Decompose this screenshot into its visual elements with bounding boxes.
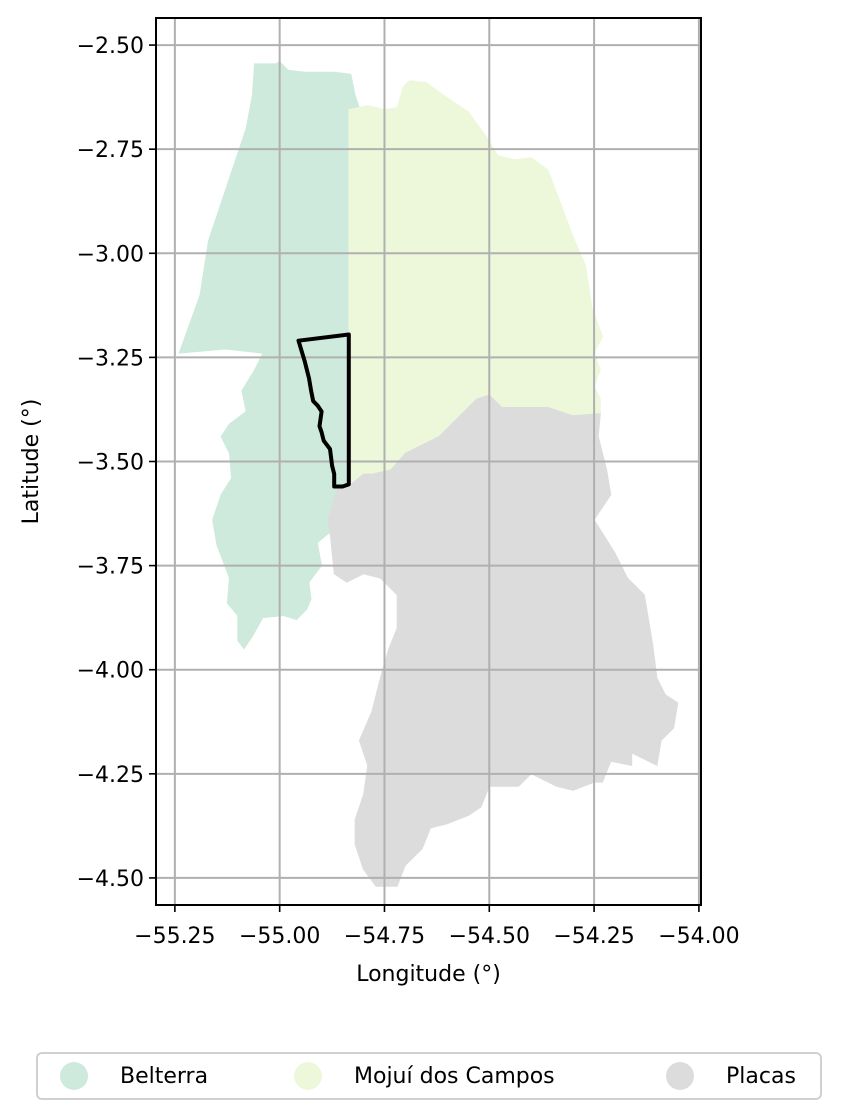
legend-item-mojui-dos-campos: Mojuí dos Campos (294, 1054, 555, 1098)
x-tick-label: −54.75 (344, 924, 425, 949)
y-tick-label: −2.50 (77, 34, 144, 59)
x-tick-label: −54.25 (553, 924, 634, 949)
x-tick-label: −54.50 (449, 924, 530, 949)
legend-item-placas: Placas (666, 1054, 796, 1098)
map-chart: −55.25 −55.00 −54.75 −54.50 −54.25 −54.00 −2.5… (19, 17, 740, 987)
ticks-layer: −55.25 −55.00 −54.75 −54.50 −54.25 −54.00 −2.5… (77, 34, 740, 949)
regions-layer (178, 61, 679, 887)
y-tick-label: −3.50 (77, 451, 144, 476)
legend-label-belterra: Belterra (120, 1063, 209, 1089)
legend-item-belterra: Belterra (60, 1054, 208, 1098)
x-tick-label: −55.25 (134, 924, 215, 949)
y-tick-label: −4.25 (77, 763, 144, 788)
y-tick-label: −4.50 (77, 867, 144, 892)
outline-layer (296, 332, 351, 489)
x-tick-label: −54.00 (658, 924, 739, 949)
y-tick-label: −4.00 (77, 659, 144, 684)
area-outline (296, 332, 351, 489)
y-axis-label: Latitude (°) (19, 399, 44, 525)
y-tick-label: −3.75 (77, 555, 144, 580)
y-tick-label: −3.25 (77, 346, 144, 371)
legend-swatch-mojui-dos-campos (294, 1062, 322, 1090)
grid-layer (156, 18, 701, 905)
legend: Belterra Mojuí dos Campos Placas (36, 1052, 822, 1100)
legend-swatch-belterra (60, 1062, 88, 1090)
x-tick-label: −55.00 (239, 924, 320, 949)
legend-label-placas: Placas (726, 1063, 796, 1089)
x-axis-label: Longitude (°) (356, 962, 501, 987)
legend-swatch-placas (666, 1062, 694, 1090)
y-tick-label: −2.75 (77, 138, 144, 163)
legend-label-mojui-dos-campos: Mojuí dos Campos (354, 1063, 555, 1089)
y-tick-label: −3.00 (77, 242, 144, 267)
